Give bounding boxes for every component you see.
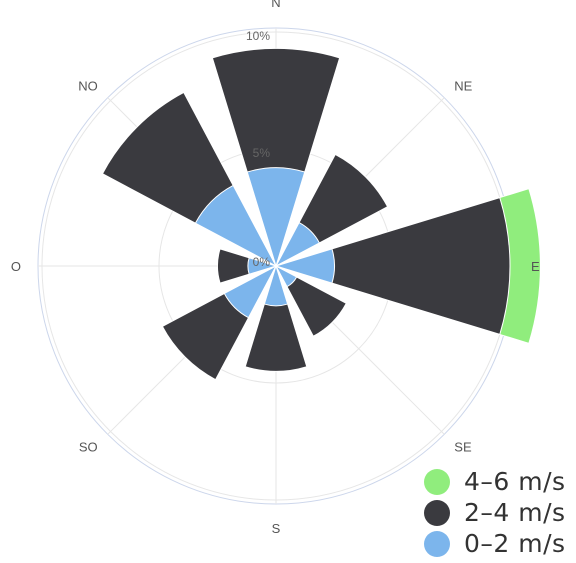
legend-swatch-0-2 — [424, 530, 450, 557]
legend-label-4-6: 4–6 m/s — [464, 467, 566, 496]
radial-tick-0: 0% — [253, 255, 271, 269]
bar-s-0-2[interactable] — [263, 264, 289, 307]
legend-swatch-4-6 — [424, 468, 450, 495]
legend: 4–6 m/s 2–4 m/s 0–2 m/s — [424, 466, 566, 559]
direction-label-e: E — [531, 259, 540, 274]
bar-so-0-2[interactable] — [223, 264, 278, 319]
bar-no-0-2[interactable] — [194, 184, 278, 268]
radial-tick-1: 5% — [253, 146, 271, 160]
radial-tick-labels: 0% 5% 10% — [246, 29, 270, 269]
direction-label-n: N — [271, 0, 280, 10]
bar-se-0-2[interactable] — [274, 264, 298, 288]
bar-n-0-2[interactable] — [246, 167, 306, 268]
direction-label-se: SE — [454, 439, 472, 454]
legend-label-2-4: 2–4 m/s — [464, 498, 566, 527]
legend-item-4-6[interactable]: 4–6 m/s — [424, 466, 566, 497]
bar-ne-0-2[interactable] — [274, 221, 321, 268]
legend-label-0-2: 0–2 m/s — [464, 529, 566, 558]
bar-e-0-2[interactable] — [274, 248, 335, 284]
bar-o-0-2[interactable] — [247, 257, 278, 275]
legend-swatch-2-4 — [424, 499, 450, 526]
wind-rose-bars — [101, 47, 541, 381]
bar-s-2-4[interactable] — [244, 264, 308, 372]
direction-labels: N NE E SE S SO O NO — [11, 0, 540, 536]
direction-label-no: NO — [78, 79, 98, 94]
bar-e-2-4[interactable] — [274, 196, 511, 336]
direction-label-so: SO — [79, 439, 98, 454]
direction-label-ne: NE — [454, 79, 472, 94]
radial-tick-2: 10% — [246, 29, 270, 43]
legend-item-0-2[interactable]: 0–2 m/s — [424, 528, 566, 559]
bar-n-2-4[interactable] — [211, 47, 341, 268]
bar-o-2-4[interactable] — [217, 248, 278, 284]
bar-se-2-4[interactable] — [274, 264, 347, 337]
direction-label-o: O — [11, 259, 21, 274]
legend-item-2-4[interactable]: 2–4 m/s — [424, 497, 566, 528]
direction-label-s: S — [272, 521, 281, 536]
